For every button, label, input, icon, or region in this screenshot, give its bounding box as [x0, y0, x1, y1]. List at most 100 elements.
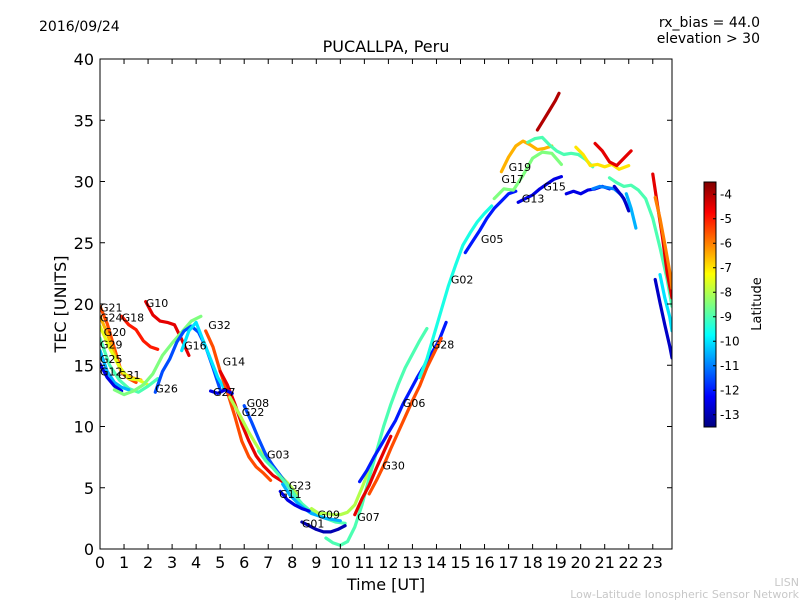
- satellite-label: G29: [100, 338, 123, 351]
- y-tick-label: 20: [74, 295, 94, 314]
- satellite-label: G12: [100, 365, 123, 378]
- satellite-label: G07: [357, 511, 380, 524]
- series-G02: [418, 204, 494, 380]
- x-tick-label: 4: [191, 553, 201, 572]
- satellite-label: G20: [104, 326, 127, 339]
- x-tick-label: 5: [215, 553, 225, 572]
- y-tick-label: 5: [84, 479, 94, 498]
- colorbar-tick-label: -10: [720, 334, 740, 348]
- series-G01: [300, 520, 347, 534]
- series-G15: [526, 135, 595, 169]
- x-tick-label: 17: [498, 553, 518, 572]
- series-G20: [100, 324, 150, 387]
- series-G30: [353, 434, 393, 517]
- y-tick-label: 25: [74, 234, 94, 253]
- satellite-label: G05: [481, 233, 504, 246]
- satellite-label: G26: [155, 383, 178, 396]
- series-G25: [100, 349, 131, 392]
- series-Gx11: [653, 277, 672, 360]
- elevation-annotation: elevation > 30: [657, 31, 760, 47]
- satellite-label: G10: [146, 297, 169, 310]
- x-tick-label: 11: [354, 553, 374, 572]
- x-tick-label: 8: [287, 553, 297, 572]
- series-G32: [204, 329, 273, 482]
- satellite-label: G32: [208, 319, 231, 332]
- y-axis-label: TEC [UNITS]: [51, 256, 70, 354]
- colorbar-ticks: -4 -5 -6 -7 -8 -9 -10 -11 -12 -13: [713, 187, 740, 422]
- chart-date: 2016/09/24: [39, 19, 120, 35]
- x-tick-label: 21: [595, 553, 615, 572]
- satellite-label: G09: [318, 509, 341, 522]
- series-G18: [119, 314, 160, 351]
- y-tick-label: 35: [74, 111, 94, 130]
- satellite-label: G15: [543, 180, 566, 193]
- x-tick-label: 23: [643, 553, 663, 572]
- x-tick-label: 18: [522, 553, 542, 572]
- series-G11: [278, 489, 311, 513]
- credit-network: Low-Latitude Ionospheric Sensor Network: [570, 588, 799, 600]
- x-tick-label: 13: [402, 553, 422, 572]
- satellite-label: G11: [279, 488, 302, 501]
- satellite-label: G18: [122, 312, 145, 325]
- satellite-label: G27: [213, 386, 236, 399]
- x-tick-label: 9: [311, 553, 321, 572]
- series-Gx3: [574, 145, 631, 171]
- x-tick-label: 6: [239, 553, 249, 572]
- x-tick-label: 3: [167, 553, 177, 572]
- plot-frame: [99, 58, 673, 550]
- colorbar-label: Latitude: [750, 277, 765, 331]
- series-G05: [463, 189, 518, 255]
- series-Gx7: [612, 184, 631, 213]
- x-tick-label: 1: [119, 553, 129, 572]
- colorbar-tick-label: -11: [720, 359, 740, 373]
- satellite-label: G16: [184, 340, 207, 353]
- x-tick-label: 10: [330, 553, 350, 572]
- satellite-label: G23: [289, 479, 312, 492]
- series-Gx6: [607, 176, 672, 308]
- y-tick-label: 40: [74, 50, 94, 69]
- x-tick-label: 19: [546, 553, 566, 572]
- x-tick-label: 0: [95, 553, 105, 572]
- satellite-label: G22: [242, 406, 265, 419]
- series-G13: [516, 175, 564, 204]
- credit-lisn: LISN: [774, 576, 799, 589]
- series-G06: [358, 320, 448, 484]
- series-Gx8: [624, 192, 638, 230]
- x-tick-label: 22: [619, 553, 639, 572]
- x-tick-label: 2: [143, 553, 153, 572]
- series-Gx4: [593, 141, 633, 168]
- series-G31: [112, 314, 203, 397]
- colorbar-tick-label: -8: [720, 285, 732, 299]
- rx-bias-annotation: rx_bias = 44.0: [659, 15, 760, 31]
- series-Gx1: [535, 91, 561, 132]
- x-axis-label: Time [UT]: [346, 575, 425, 594]
- series-Gx10: [653, 195, 672, 290]
- satellite-label: G31: [118, 369, 141, 382]
- series-G10: [144, 300, 191, 357]
- series-Gx12: [658, 273, 672, 333]
- y-tick-label: 10: [74, 418, 94, 437]
- satellite-label: G14: [223, 356, 246, 369]
- series-G16: [180, 320, 227, 392]
- series-G09: [309, 467, 371, 517]
- y-tick-label: 30: [74, 173, 94, 192]
- satellite-label: G13: [522, 193, 545, 206]
- satellite-label: G25: [100, 353, 123, 366]
- x-tick-label: 7: [263, 553, 273, 572]
- satellite-label: G17: [501, 173, 524, 186]
- series-G23: [281, 482, 342, 523]
- series-G17: [492, 150, 564, 201]
- colorbar-tick-label: -9: [720, 310, 732, 324]
- x-tick-label: 12: [378, 553, 398, 572]
- satellite-label: G19: [509, 161, 532, 174]
- colorbar-tick-label: -5: [720, 212, 732, 226]
- satellite-label: G24: [100, 312, 123, 325]
- satellite-label: G06: [403, 397, 426, 410]
- colorbar-tick-label: -6: [720, 236, 732, 250]
- series-G28: [367, 336, 443, 496]
- satellite-label: G03: [267, 449, 290, 462]
- colorbar-tick-label: -7: [720, 261, 732, 275]
- satellite-label: G30: [382, 460, 405, 473]
